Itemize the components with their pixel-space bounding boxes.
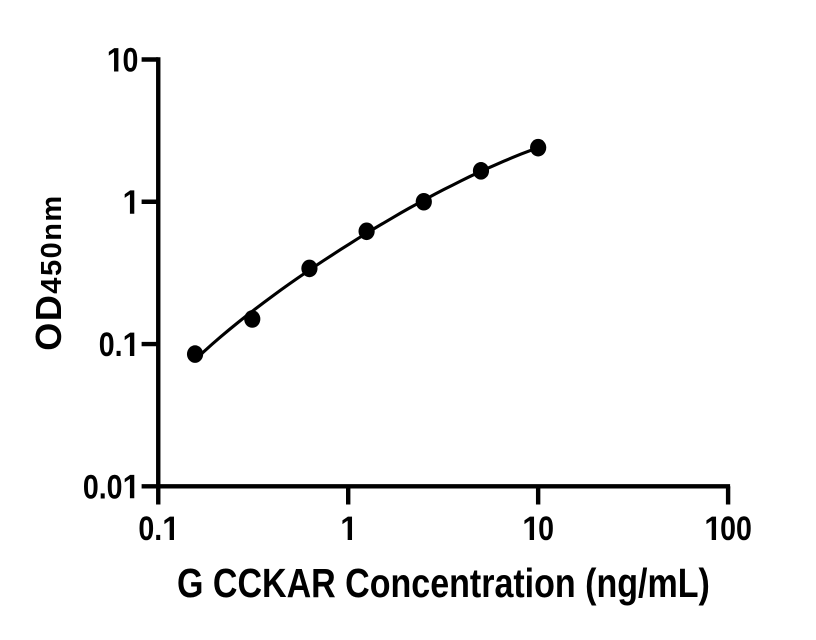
svg-text:OD450nm: OD450nm	[28, 194, 69, 350]
svg-text:0.0: 0.0	[83, 468, 123, 506]
svg-text:00: 00	[720, 510, 752, 548]
svg-text:0.: 0.	[138, 510, 162, 548]
svg-text:0.: 0.	[99, 326, 123, 364]
svg-text:0: 0	[538, 510, 554, 548]
svg-text:G CCKAR Concentration (ng/mL): G CCKAR Concentration (ng/mL)	[177, 560, 710, 606]
svg-text:0: 0	[123, 41, 139, 79]
